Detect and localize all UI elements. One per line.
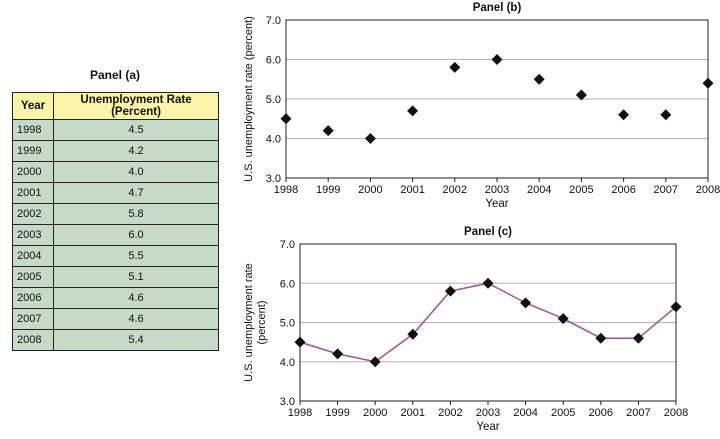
panel-c-x-tick-label: 2004 [513,407,537,419]
rate-cell: 5.1 [53,266,219,288]
panel-b-x-tick-label: 1998 [274,184,298,196]
panel-c-x-axis-label: Year [476,421,499,433]
panel-b-x-tick-label: 2006 [611,184,635,196]
rate-column-header: Unemployment Rate (Percent) [53,92,219,120]
panel-c-y-tick-label: 4.0 [280,357,295,369]
year-cell: 2008 [12,329,54,351]
rate-cell: 5.8 [53,203,219,225]
table-row: 2005 5.1 [12,266,219,288]
panel-b-data-point [491,54,503,65]
panel-b-y-tick-label: 6.0 [266,55,281,67]
panel-c-data-point [332,348,344,360]
year-cell: 2001 [12,182,54,204]
year-cell: 2003 [12,224,54,246]
year-cell: 2006 [12,287,54,309]
rate-cell: 5.4 [53,329,219,351]
panel-c-x-tick-label: 2000 [363,407,387,419]
panel-b-x-tick-label: 1999 [316,184,340,196]
panel-b-data-point [660,109,672,121]
panel-c-x-tick-label: 2006 [589,407,613,419]
panel-c-data-point [407,328,419,340]
panel-c-data-point [369,356,381,368]
panel-b-data-point [702,77,714,89]
panel-c-data-point [670,301,682,313]
year-cell: 1998 [12,119,54,141]
panel-c-y-tick-label: 6.0 [280,278,295,290]
table-row: 2004 5.5 [12,245,219,267]
panel-c-y-tick-label: 5.0 [280,318,295,330]
panel-b-y-axis-label: U.S. unemployment rate (percent) [243,16,255,182]
panel-c-title: Panel (c) [464,226,512,238]
panel-c-data-point [482,277,494,289]
year-cell: 2000 [12,161,54,183]
panel-c-data-point [294,336,306,348]
panel-b-x-tick-label: 2005 [569,184,593,196]
panel-b-data-point [618,109,630,121]
panel-b-x-tick-label: 2003 [485,184,509,196]
panel-c-x-tick-label: 2002 [438,407,462,419]
panel-c-data-point [520,297,532,309]
unemployment-table: Year Unemployment Rate (Percent) 1998 4.5… [12,92,219,351]
panel-c-data-point [595,332,607,344]
panel-c-y-axis-label-line2: (percent) [256,300,268,344]
panel-b-x-tick-label: 2000 [358,184,382,196]
panel-b-y-tick-label: 5.0 [266,94,281,106]
panel-c-x-tick-label: 2003 [476,407,500,419]
panel-b-x-axis-label: Year [485,198,508,210]
panel-c-y-axis-label-line1: U.S. unemployment rate [243,263,255,382]
panel-c-x-tick-label: 2005 [551,407,575,419]
panel-b-x-tick-label: 2001 [400,184,424,196]
rate-cell: 4.6 [53,308,219,330]
panel-c-y-tick-label: 3.0 [280,396,295,408]
panel-b-title: Panel (b) [473,2,522,14]
panel-b-data-point [449,61,461,73]
panel-b-y-tick-label: 3.0 [266,173,281,185]
table-row: 1999 4.2 [12,140,219,162]
panel-b-x-tick-label: 2002 [443,184,467,196]
panel-c-x-tick-label: 1999 [325,407,349,419]
table-header-row: Year Unemployment Rate (Percent) [12,92,219,120]
rate-cell: 4.2 [53,140,219,162]
panel-c-x-tick-label: 2001 [401,407,425,419]
panel-c-data-point [444,285,456,297]
table-body: 1998 4.5 1999 4.2 2000 4.0 2001 4.7 2002 5.8 2003 6… [12,119,219,351]
panel-b-y-tick-label: 4.0 [266,134,281,146]
panel-c-x-tick-label: 2008 [664,407,688,419]
panel-a-title: Panel (a) [89,68,140,82]
panel-b-data-point [533,73,545,85]
panel-c-data-point [557,313,569,325]
panel-b-data-point [364,133,376,144]
panel-c-x-tick-label: 2007 [626,407,650,419]
table-row: 2008 5.4 [12,329,219,351]
panel-b-data-point [407,105,419,117]
panel-b-data-point [575,89,587,101]
year-cell: 2004 [12,245,54,267]
panel-b-x-tick-label: 2007 [654,184,678,196]
panel-b-x-tick-label: 2008 [696,184,720,196]
panel-b-data-point [280,113,292,125]
panel-c-data-point [632,332,644,344]
panel-b-data-point [322,125,334,137]
table-row: 2000 4.0 [12,161,219,183]
panel-c-y-tick-label: 7.0 [280,239,295,251]
panel-b-y-tick-label: 7.0 [266,15,281,27]
rate-cell: 4.0 [53,161,219,183]
panel-b-x-tick-label: 2004 [527,184,551,196]
panel-c-x-tick-label: 1998 [288,407,312,419]
